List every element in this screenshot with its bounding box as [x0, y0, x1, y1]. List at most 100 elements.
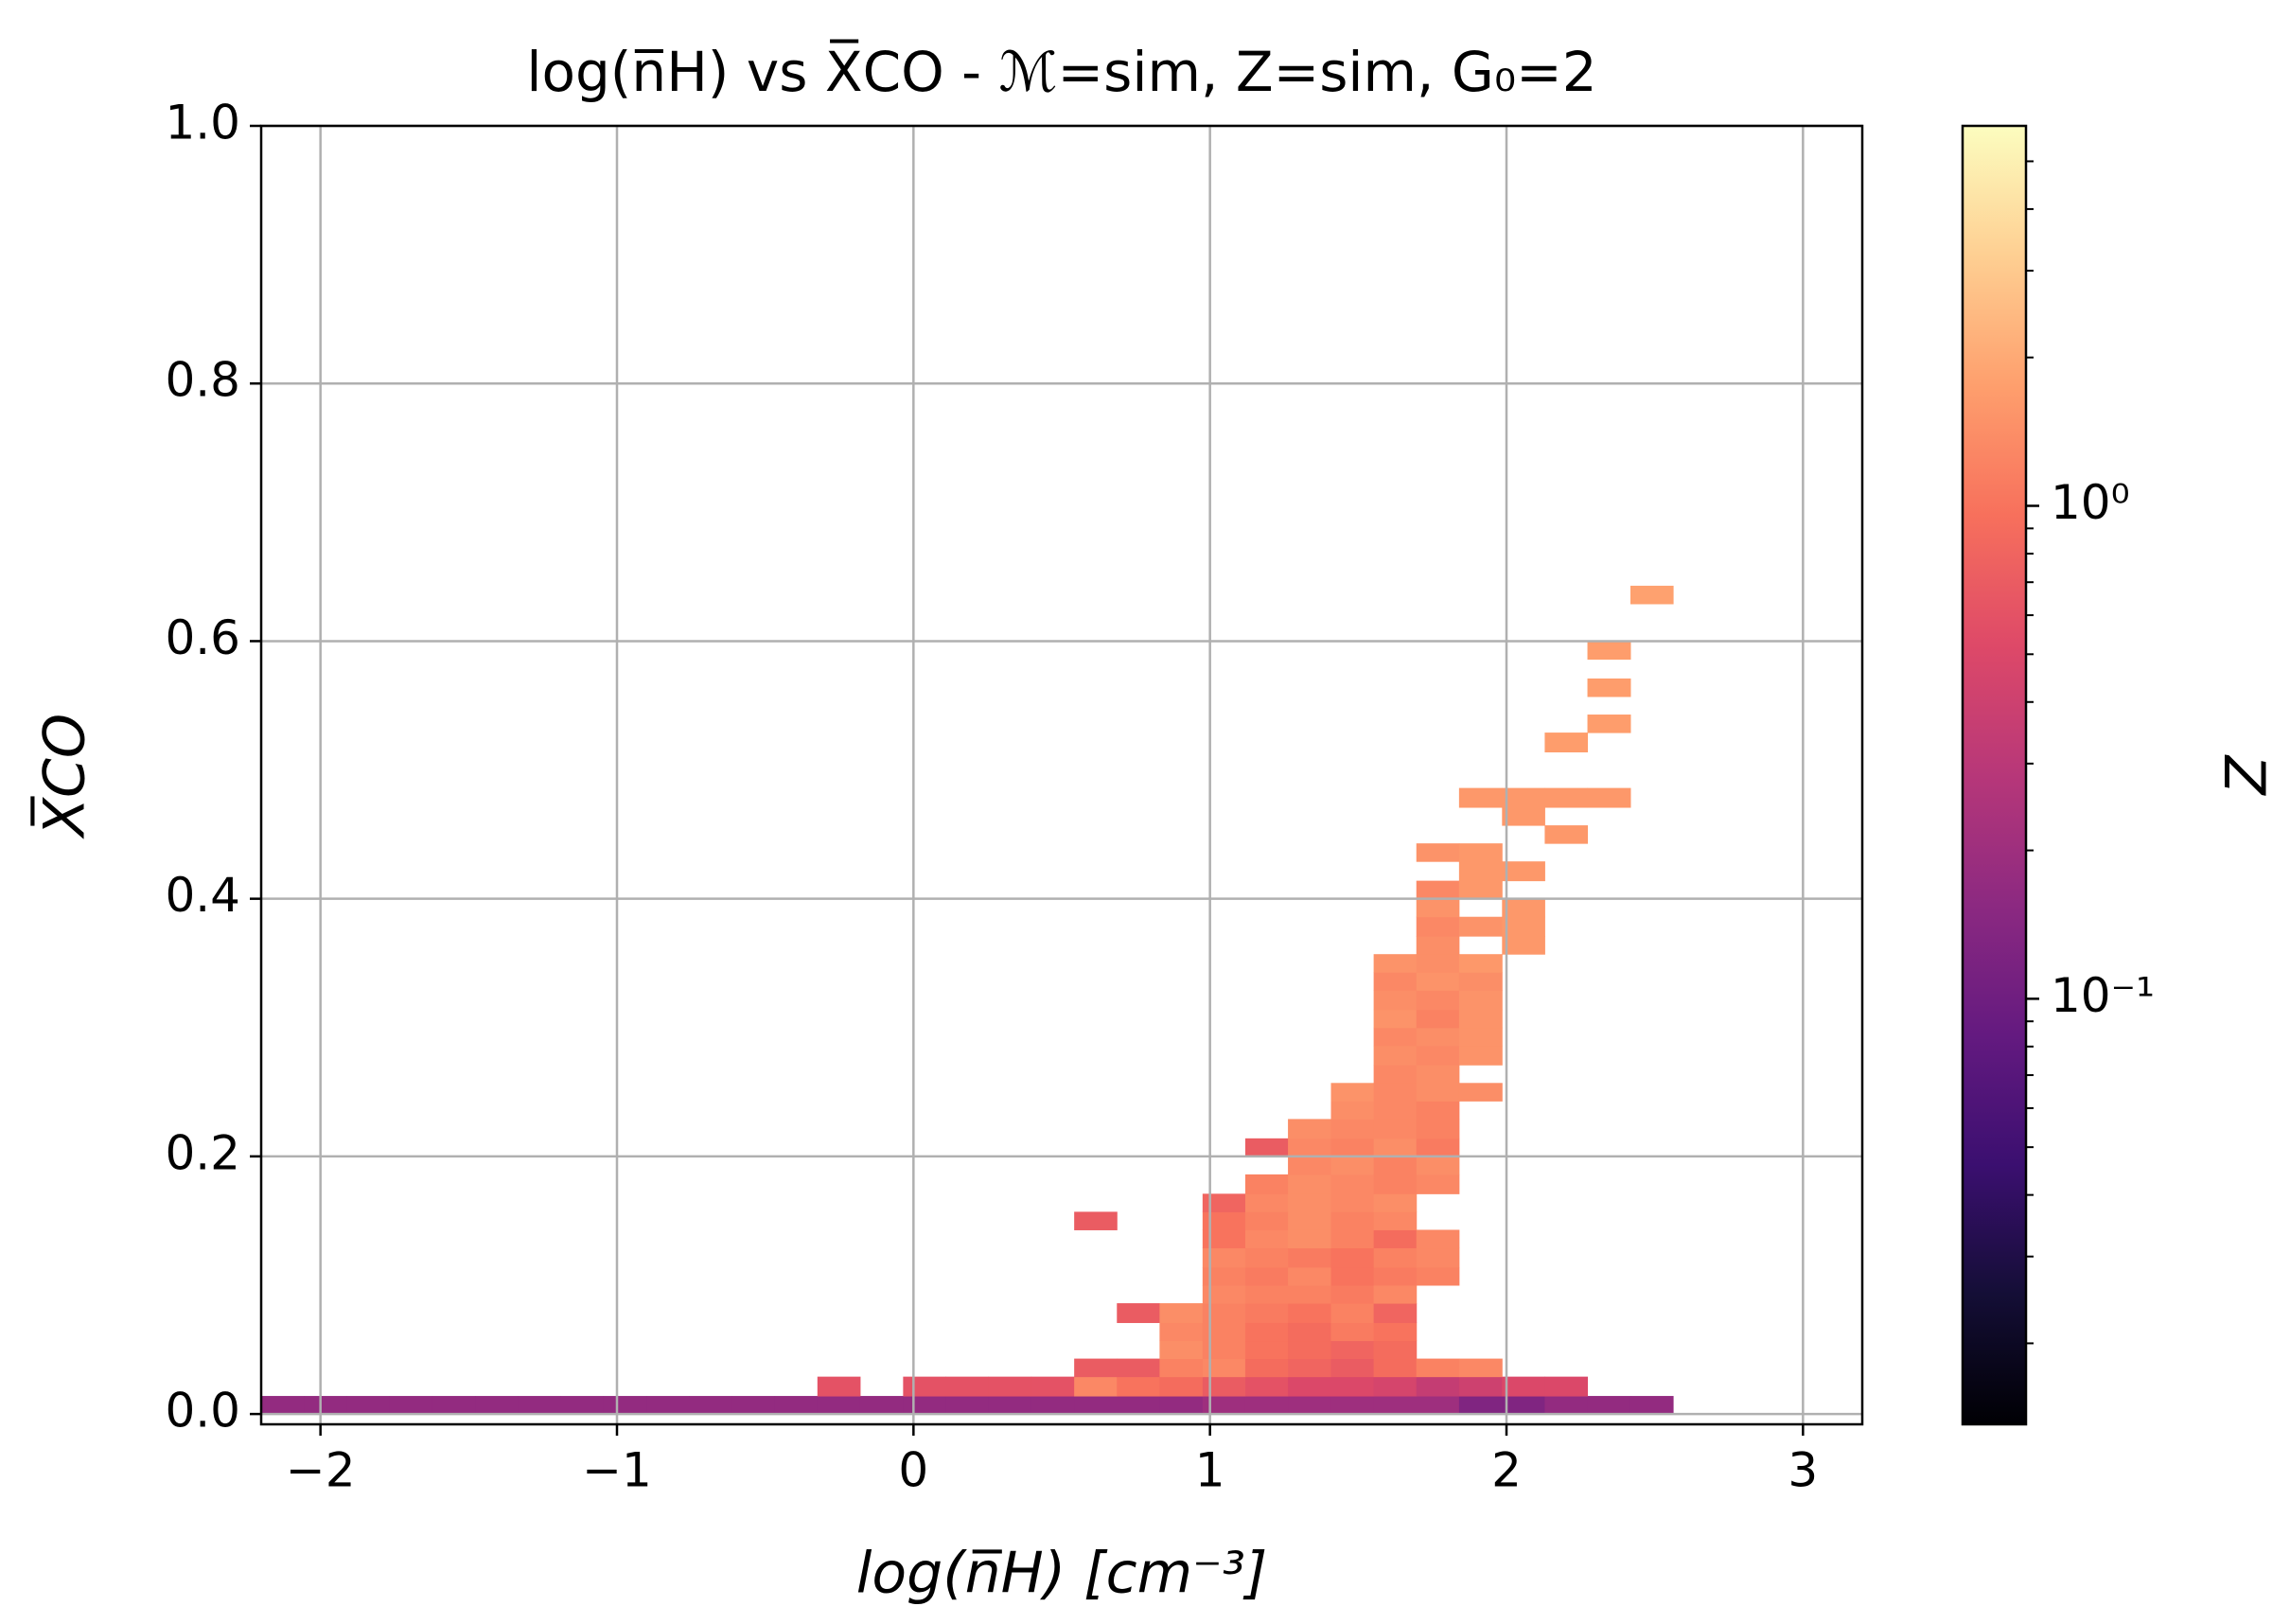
- colorbar: [1961, 124, 2028, 1426]
- heatmap-cell: [1373, 1027, 1418, 1047]
- heatmap-cell: [1458, 843, 1503, 862]
- heatmap-cell: [1458, 990, 1503, 1011]
- heatmap-cell: [1288, 1376, 1332, 1397]
- heatmap-cell: [1288, 1322, 1332, 1342]
- heatmap-cell: [988, 1396, 1032, 1415]
- heatmap-cell: [1416, 898, 1460, 918]
- heatmap-cell: [1202, 1358, 1246, 1378]
- heatmap-cell: [689, 1396, 732, 1415]
- heatmap-cell: [1416, 1065, 1460, 1084]
- heatmap-cell: [1416, 990, 1460, 1011]
- heatmap-cell: [1544, 733, 1589, 752]
- heatmap-cell: [1330, 1229, 1375, 1249]
- heatmap-cell: [1159, 1322, 1204, 1342]
- heatmap-cell: [1373, 1065, 1418, 1084]
- heatmap-cell: [859, 1396, 904, 1415]
- heatmap-cell: [1202, 1285, 1246, 1304]
- heatmap-cell: [1544, 1376, 1589, 1397]
- heatmap-cell: [1373, 972, 1418, 991]
- x-axis-label: log(n̅H) [cm⁻³]: [856, 1541, 1267, 1607]
- heatmap-cell: [1244, 1229, 1289, 1249]
- heatmap-cell: [1373, 1376, 1418, 1397]
- heatmap-cell: [1544, 825, 1589, 844]
- heatmap-cell: [1330, 1322, 1375, 1342]
- heatmap-cell: [1288, 1266, 1332, 1286]
- heatmap-cell: [1373, 1211, 1418, 1230]
- heatmap-cell: [1502, 936, 1545, 955]
- heatmap-cell: [1288, 1303, 1332, 1323]
- heatmap-cell: [1502, 861, 1545, 882]
- heatmap-cell: [1330, 1376, 1375, 1397]
- heatmap-cell: [1030, 1376, 1075, 1397]
- heatmap-cell: [1159, 1396, 1204, 1415]
- heatmap-cell: [1117, 1376, 1160, 1397]
- heatmap-cell: [1458, 1376, 1503, 1397]
- heatmap-cell: [1373, 1101, 1418, 1120]
- heatmap-cell: [1330, 1138, 1375, 1157]
- heatmap-cell: [1330, 1247, 1375, 1268]
- heatmap-cell: [1587, 1396, 1631, 1415]
- heatmap-cell: [1288, 1247, 1332, 1268]
- y-tick-label: 1.0: [165, 96, 240, 150]
- heatmap-cell: [1458, 1009, 1503, 1029]
- heatmap-cell: [1159, 1303, 1204, 1323]
- heatmap-cell: [945, 1376, 990, 1397]
- heatmap-cell: [1288, 1396, 1332, 1415]
- heatmap-cell: [1202, 1247, 1246, 1268]
- heatmap-cell: [1159, 1358, 1204, 1378]
- heatmap-cell: [903, 1376, 946, 1397]
- heatmap-cell: [1202, 1193, 1246, 1212]
- heatmap-cell: [1244, 1174, 1289, 1194]
- heatmap-cell: [1502, 807, 1545, 826]
- heatmap-cell: [1244, 1211, 1289, 1230]
- heatmap-cell: [603, 1396, 647, 1415]
- heatmap-cell: [1330, 1285, 1375, 1304]
- heatmap-cell: [1373, 1358, 1418, 1378]
- heatmap-cell: [1202, 1322, 1246, 1342]
- heatmap-cell: [1159, 1340, 1204, 1360]
- heatmap-cell: [1416, 972, 1460, 991]
- heatmap-cell: [1416, 1083, 1460, 1102]
- colorbar-label: Z: [2214, 754, 2281, 797]
- heatmap-cell: [1373, 1138, 1418, 1157]
- heatmap-cell: [1458, 861, 1503, 882]
- heatmap-cell: [1373, 1396, 1418, 1415]
- heatmap-cell: [1629, 585, 1674, 605]
- heatmap-cell: [1330, 1340, 1375, 1360]
- heatmap-cell: [1117, 1396, 1160, 1415]
- heatmap-cell: [1587, 715, 1631, 733]
- heatmap-cell: [1330, 1396, 1375, 1415]
- heatmap-cell: [1074, 1396, 1118, 1415]
- colorbar-tick-label: 10⁻¹: [2051, 968, 2155, 1023]
- heatmap-cell: [346, 1396, 391, 1415]
- heatmap-cell: [1330, 1101, 1375, 1120]
- heatmap-cell: [1373, 1045, 1418, 1066]
- heatmap-cell: [1458, 1045, 1503, 1066]
- x-tick-label: −2: [286, 1443, 356, 1498]
- heatmap-cell: [1373, 1340, 1418, 1360]
- heatmap-cell: [988, 1376, 1032, 1397]
- heatmap-cell: [1244, 1138, 1289, 1157]
- y-tick-label: 0.0: [165, 1384, 240, 1439]
- heatmap-cell: [1117, 1358, 1160, 1378]
- heatmap-cell: [1244, 1396, 1289, 1415]
- heatmap-cell: [1587, 787, 1631, 808]
- heatmap-cell: [1373, 1174, 1418, 1194]
- y-tick-label: 0.2: [165, 1125, 240, 1180]
- heatmap-cell: [1458, 954, 1503, 973]
- heatmap-cell: [1288, 1340, 1332, 1360]
- heatmap-cell: [1373, 1247, 1418, 1268]
- heatmap-cell: [1544, 787, 1589, 808]
- heatmap-cell: [1373, 1285, 1418, 1304]
- heatmap-cell: [1288, 1156, 1332, 1175]
- heatmap-cell: [1117, 1303, 1160, 1323]
- heatmap-cell: [1244, 1193, 1289, 1212]
- heatmap-cell: [1458, 787, 1503, 808]
- heatmap-cell: [1416, 1247, 1460, 1268]
- heatmap-cell: [1373, 1083, 1418, 1102]
- heatmap-cell: [1458, 916, 1503, 937]
- heatmap-cell: [1502, 1376, 1545, 1397]
- heatmap-cell: [1244, 1247, 1289, 1268]
- heatmap-cell: [1373, 1009, 1418, 1029]
- heatmap-cell: [1330, 1174, 1375, 1194]
